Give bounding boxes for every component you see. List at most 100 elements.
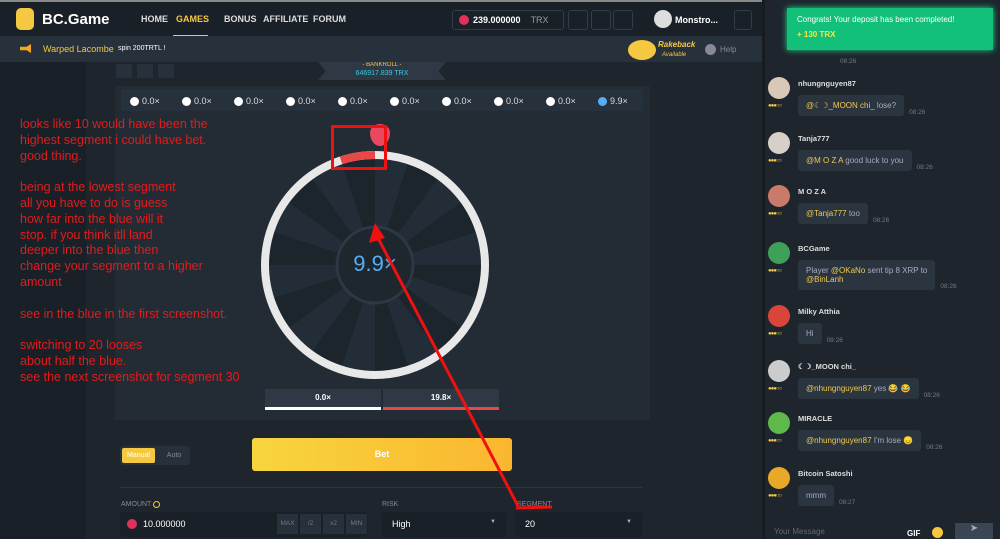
mention-link[interactable]: @BinLanh xyxy=(806,275,844,284)
payout-0: 0.0× xyxy=(265,389,381,410)
annotation-line: about half the blue. xyxy=(20,354,127,368)
avatar[interactable] xyxy=(654,10,672,28)
message-time: 08:26 xyxy=(926,444,943,451)
help-link[interactable]: Help xyxy=(720,45,737,54)
multiplier-value: 0.0× xyxy=(142,96,160,106)
mention-link[interactable]: @nhungnguyen87 xyxy=(806,436,872,445)
trx-icon xyxy=(127,519,137,529)
chat-username[interactable]: Milky Atthia xyxy=(798,307,840,316)
avatar[interactable] xyxy=(768,185,790,207)
segment-label: SEGMENT xyxy=(517,501,552,508)
multiplier-value: 0.0× xyxy=(402,96,420,106)
wallet-button[interactable] xyxy=(568,10,588,30)
multiplier-item: 0.0× xyxy=(182,96,212,106)
annotation-line: see the next screenshot for segment 30 xyxy=(20,369,240,384)
annotation-line: being at the lowest segment xyxy=(20,180,176,195)
message-text: lose? xyxy=(874,101,897,110)
message-text: good luck to you xyxy=(843,156,904,165)
gif-button[interactable]: GIF xyxy=(907,529,921,538)
avatar[interactable] xyxy=(768,467,790,489)
mail-icon[interactable] xyxy=(613,10,633,30)
hotkeys-button[interactable] xyxy=(137,64,153,78)
amount-label: AMOUNT xyxy=(121,501,152,508)
bell-icon[interactable] xyxy=(591,10,611,30)
nav-home[interactable]: HOME xyxy=(141,14,168,24)
chat-username[interactable]: MIRACLE xyxy=(798,414,833,423)
min-button[interactable]: MIN xyxy=(346,514,367,534)
multiplier-value: 0.0× xyxy=(454,96,472,106)
emoji-icon[interactable] xyxy=(932,527,943,538)
multiplier-item: 0.0× xyxy=(390,96,420,106)
nav-affiliate[interactable]: AFFILIATE xyxy=(263,14,309,24)
level-icon: ●●●○○ xyxy=(768,493,782,499)
chat-toggle-button[interactable] xyxy=(734,10,752,30)
fairness-button[interactable] xyxy=(158,64,174,78)
multiplier-bar xyxy=(121,89,643,111)
risk-select[interactable]: High ▼ xyxy=(382,512,506,537)
amount-input[interactable]: 10.000000 xyxy=(143,519,186,529)
balance-currency: TRX xyxy=(530,15,549,25)
manual-tab[interactable]: Manual xyxy=(122,448,155,463)
message-time: 08:26 xyxy=(872,217,890,224)
piggy-icon[interactable] xyxy=(628,40,656,60)
chat-username[interactable]: Bitcoin Satoshi xyxy=(798,469,853,478)
avatar[interactable] xyxy=(768,412,790,434)
segment-select[interactable]: 20 ▼ xyxy=(515,512,642,537)
avatar[interactable] xyxy=(768,305,790,327)
rakeback-title[interactable]: Rakeback xyxy=(658,40,696,49)
chat-username[interactable]: ☾☽_MOON chi_ xyxy=(798,362,857,371)
chat-username[interactable]: Tanja777 xyxy=(798,134,830,143)
message-bubble: mmm xyxy=(798,485,834,506)
wheel-result: 9.9× xyxy=(353,251,397,276)
segment-value: 20 xyxy=(525,519,536,529)
multiplier-value: 0.0× xyxy=(246,96,264,106)
mention-link[interactable]: @Tanja777 xyxy=(806,209,847,218)
mention-link[interactable]: @M O Z A xyxy=(806,156,844,165)
half-button[interactable]: /2 xyxy=(300,514,321,534)
multiplier-item: 0.0× xyxy=(442,96,472,106)
avatar[interactable] xyxy=(768,132,790,154)
message-bubble: @Tanja777 too xyxy=(798,203,868,224)
deposit-toast[interactable]: Congrats! Your deposit has been complete… xyxy=(787,8,993,50)
send-button[interactable]: ➤ xyxy=(955,523,993,539)
username[interactable]: Monstro... xyxy=(675,15,718,25)
nav-games[interactable]: GAMES xyxy=(176,14,210,24)
avatar[interactable] xyxy=(768,360,790,382)
avatar[interactable] xyxy=(768,242,790,264)
mention-link[interactable]: @OKaNo xyxy=(830,266,866,275)
max-button[interactable]: MAX xyxy=(277,514,298,534)
multiplier-value: 0.0× xyxy=(350,96,368,106)
mention-link[interactable]: @nhungnguyen87 xyxy=(806,384,872,393)
logo-icon[interactable] xyxy=(16,8,34,30)
annotation-line: stop. if you think itll land xyxy=(20,227,153,242)
annotation-line: good thing. xyxy=(20,148,82,163)
dot-icon xyxy=(286,96,295,106)
chevron-down-icon: ▼ xyxy=(626,519,632,525)
trx-icon xyxy=(459,15,469,25)
bet-button[interactable]: Bet xyxy=(252,438,512,471)
winning-segment-arc xyxy=(339,151,376,165)
message-text: sent tip 8 XRP to xyxy=(865,266,928,275)
message-bubble: @M O Z A good luck to you xyxy=(798,150,912,171)
nav-bonus[interactable]: BONUS xyxy=(224,14,257,24)
sound-button[interactable] xyxy=(116,64,132,78)
chat-username[interactable]: BCGame xyxy=(798,244,830,253)
annotation-line: looks like 10 would have been the xyxy=(20,117,208,131)
auto-tab[interactable]: Auto xyxy=(166,452,182,459)
mention-link[interactable]: @☾☽_MOON chi_ xyxy=(806,101,875,110)
balance-selector[interactable]: 239.000000 TRX xyxy=(452,10,564,30)
level-icon: ●●●○○ xyxy=(768,211,782,217)
double-button[interactable]: x2 xyxy=(323,514,344,534)
chat-username[interactable]: nhungnguyen87 xyxy=(798,79,856,88)
logo-text[interactable]: BC.Game xyxy=(42,11,110,28)
chat-input[interactable]: Your Message xyxy=(774,527,825,536)
avatar[interactable] xyxy=(768,77,790,99)
nav-forum[interactable]: FORUM xyxy=(313,14,346,24)
annotation-line: deeper into the blue then xyxy=(20,243,159,258)
annotation-line: see in the blue in the first screenshot. xyxy=(20,306,228,321)
help-icon[interactable] xyxy=(705,44,716,55)
payout-label: 0.0× xyxy=(315,393,331,402)
chat-username[interactable]: M O Z A xyxy=(798,187,827,196)
multiplier-value: 0.0× xyxy=(558,96,576,106)
dot-icon xyxy=(442,96,451,106)
